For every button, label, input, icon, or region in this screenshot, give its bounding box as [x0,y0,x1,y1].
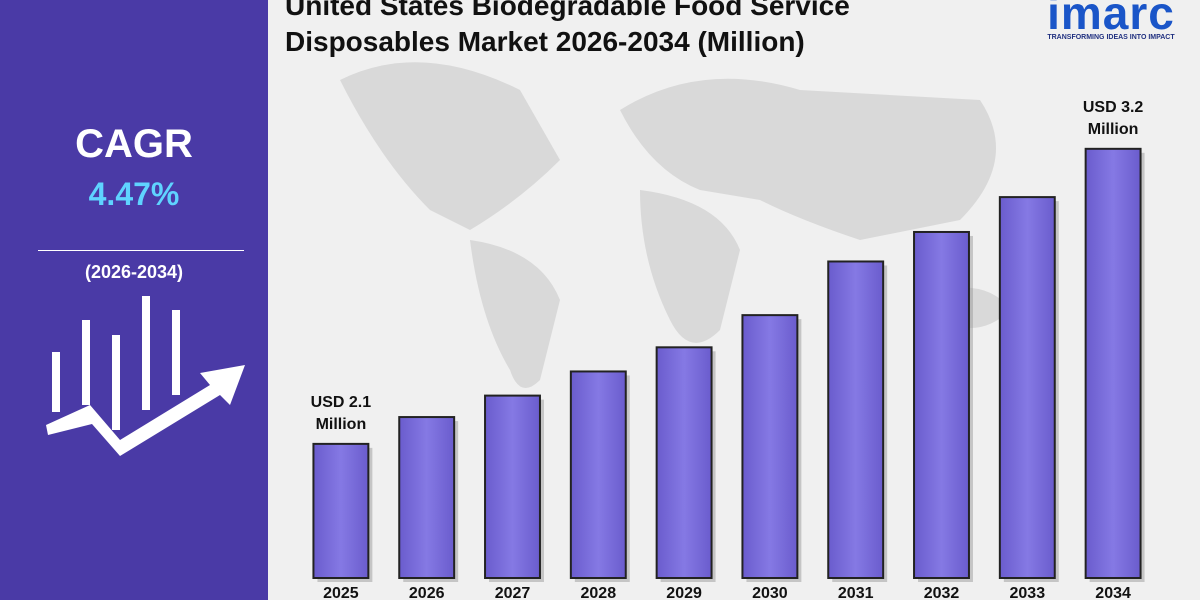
x-tick-label: 2034 [1095,585,1131,600]
x-tick-label: 2030 [752,585,788,600]
cagr-value: 4.47% [88,176,180,212]
divider [38,250,244,251]
bar [655,346,713,580]
bar [913,230,970,579]
x-tick-label: 2027 [495,585,531,600]
logo-name: imarc [1047,0,1175,39]
x-tick-label: 2025 [323,585,359,600]
growth-icon [46,296,245,456]
bar [741,314,799,579]
bar [998,196,1056,579]
x-tick-label: 2033 [1010,585,1046,600]
bar [569,370,627,580]
logo: imarc TRANSFORMING IDEAS INTO IMPACT [1026,0,1196,41]
x-tick-label: 2026 [409,585,445,600]
x-tick-label: 2029 [666,585,702,600]
cagr-panel: CAGR 4.47% (2026-2034) [0,0,268,600]
world-map [340,62,1010,388]
bar [827,260,885,579]
value-label: USD 3.2 Million [1082,98,1144,138]
cagr-label: CAGR [75,122,193,166]
x-tick-label: 2032 [924,585,960,600]
chart-title: United States Biodegradable Food Service… [285,0,850,57]
value-label: USD 2.1 Million [310,393,372,433]
x-tick-label: 2028 [581,585,617,600]
bar [1084,147,1142,580]
bar [312,442,370,579]
bar [398,416,456,580]
cagr-period: (2026-2034) [84,262,184,282]
bar [484,394,541,579]
x-tick-label: 2031 [838,585,874,600]
logo-tagline: TRANSFORMING IDEAS INTO IMPACT [1047,34,1175,41]
